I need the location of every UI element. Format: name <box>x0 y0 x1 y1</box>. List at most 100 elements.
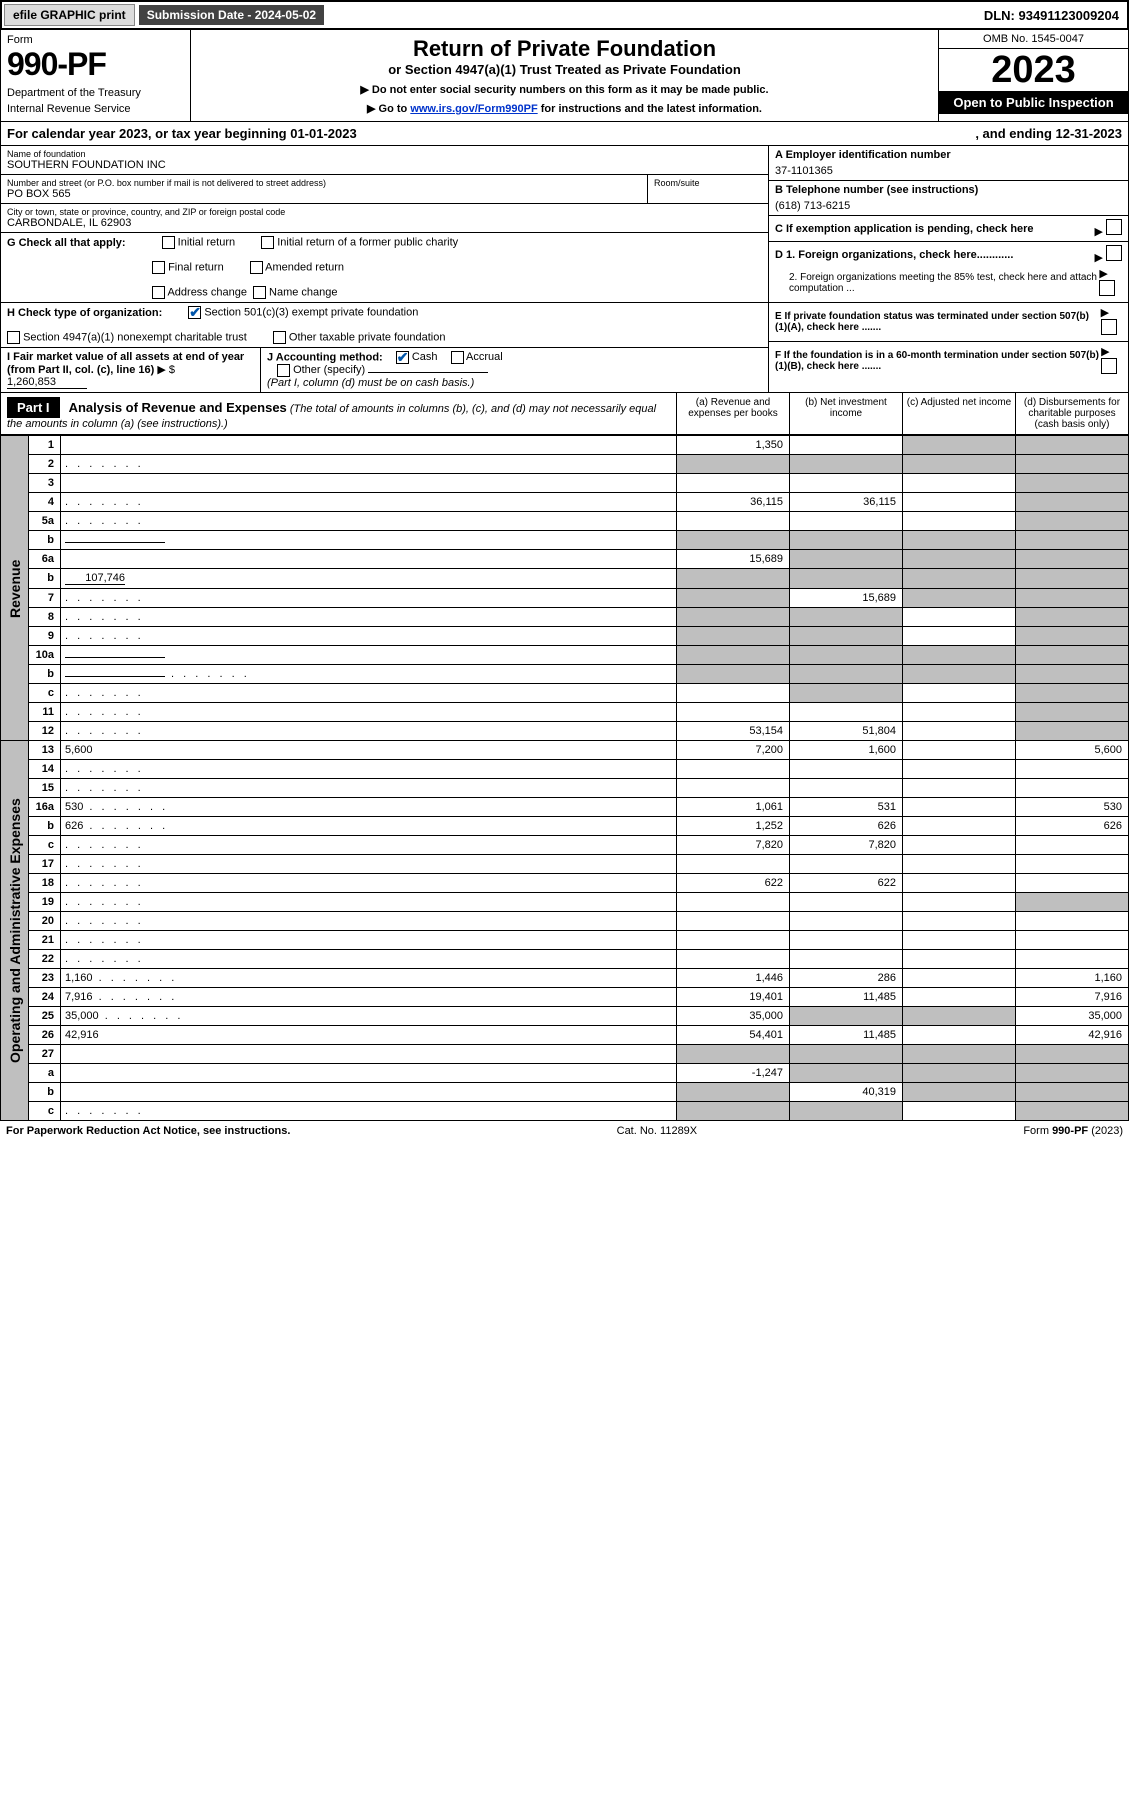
form-subtitle: or Section 4947(a)(1) Trust Treated as P… <box>201 62 928 77</box>
table-row: 27 <box>1 1045 1129 1064</box>
col-a-header: (a) Revenue and expenses per books <box>676 393 789 434</box>
cell-d <box>1016 531 1129 550</box>
efile-print-button[interactable]: efile GRAPHIC print <box>4 4 135 26</box>
cell-b <box>790 703 903 722</box>
cell-d <box>1016 931 1129 950</box>
cell-a: 622 <box>677 874 790 893</box>
cell-d <box>1016 1064 1129 1083</box>
cell-b <box>790 931 903 950</box>
fmv-value: 1,260,853 <box>7 376 87 389</box>
cell-c <box>903 665 1016 684</box>
cell-d: 1,160 <box>1016 969 1129 988</box>
cell-b: 626 <box>790 817 903 836</box>
row-desc: 42,916 <box>61 1026 677 1045</box>
cell-b <box>790 779 903 798</box>
initial-return-checkbox[interactable] <box>162 236 175 249</box>
d1-checkbox[interactable] <box>1106 245 1122 261</box>
row-desc <box>61 1083 677 1102</box>
cell-a: 1,350 <box>677 436 790 455</box>
row-number: 22 <box>29 950 61 969</box>
cell-a: 35,000 <box>677 1007 790 1026</box>
foundation-city: CARBONDALE, IL 62903 <box>7 217 762 229</box>
amended-return-checkbox[interactable] <box>250 261 263 274</box>
cell-b <box>790 855 903 874</box>
addr-label: Number and street (or P.O. box number if… <box>7 178 641 188</box>
address-change-checkbox[interactable] <box>152 286 165 299</box>
table-row: c . . . . . . . <box>1 684 1129 703</box>
final-return-checkbox[interactable] <box>152 261 165 274</box>
name-change-checkbox[interactable] <box>253 286 266 299</box>
cell-c <box>903 627 1016 646</box>
cell-b: 622 <box>790 874 903 893</box>
table-row: 19 . . . . . . . <box>1 893 1129 912</box>
accrual-checkbox[interactable] <box>451 351 464 364</box>
e-checkbox[interactable] <box>1101 319 1117 335</box>
4947-checkbox[interactable] <box>7 331 20 344</box>
page-footer: For Paperwork Reduction Act Notice, see … <box>0 1121 1129 1141</box>
cell-a <box>677 569 790 589</box>
submission-date: Submission Date - 2024-05-02 <box>139 5 324 25</box>
cell-a <box>677 703 790 722</box>
cell-c <box>903 988 1016 1007</box>
cell-d <box>1016 950 1129 969</box>
side-label: Operating and Administrative Expenses <box>1 741 29 1121</box>
table-row: 2535,000 . . . . . . .35,00035,000 <box>1 1007 1129 1026</box>
c-checkbox[interactable] <box>1106 219 1122 235</box>
cell-b: 11,485 <box>790 988 903 1007</box>
initial-former-checkbox[interactable] <box>261 236 274 249</box>
other-method-checkbox[interactable] <box>277 364 290 377</box>
row-desc: . . . . . . . <box>61 893 677 912</box>
cell-c <box>903 741 1016 760</box>
cash-checkbox[interactable] <box>396 351 409 364</box>
cell-a <box>677 760 790 779</box>
cell-a <box>677 627 790 646</box>
cell-b: 11,485 <box>790 1026 903 1045</box>
row-desc: . . . . . . . <box>61 703 677 722</box>
cell-d: 7,916 <box>1016 988 1129 1007</box>
cell-a <box>677 512 790 531</box>
cell-a: 53,154 <box>677 722 790 741</box>
d2-checkbox[interactable] <box>1099 280 1115 296</box>
row-number: 24 <box>29 988 61 1007</box>
cell-b <box>790 893 903 912</box>
cell-a <box>677 779 790 798</box>
table-row: 247,916 . . . . . . .19,40111,4857,916 <box>1 988 1129 1007</box>
cell-a: 7,200 <box>677 741 790 760</box>
row-desc: . . . . . . . <box>61 1102 677 1121</box>
g-label: G Check all that apply: <box>7 237 126 249</box>
omb-number: OMB No. 1545-0047 <box>939 30 1128 49</box>
cell-a: 36,115 <box>677 493 790 512</box>
row-number: 18 <box>29 874 61 893</box>
table-row: b40,319 <box>1 1083 1129 1102</box>
form-number: 990-PF <box>7 46 184 83</box>
row-number: c <box>29 684 61 703</box>
f-checkbox[interactable] <box>1101 358 1117 374</box>
cell-b <box>790 1045 903 1064</box>
d2-label: 2. Foreign organizations meeting the 85%… <box>775 272 1099 294</box>
table-row: c . . . . . . .7,8207,820 <box>1 836 1129 855</box>
cell-d <box>1016 1102 1129 1121</box>
row-number: 16a <box>29 798 61 817</box>
501c3-checkbox[interactable] <box>188 306 201 319</box>
cal-year-begin: For calendar year 2023, or tax year begi… <box>7 126 357 141</box>
cell-b <box>790 1007 903 1026</box>
cell-d <box>1016 569 1129 589</box>
cell-a <box>677 855 790 874</box>
row-number: 17 <box>29 855 61 874</box>
table-row: 9 . . . . . . . <box>1 627 1129 646</box>
cell-b <box>790 627 903 646</box>
c-label: C If exemption application is pending, c… <box>775 223 1034 235</box>
city-label: City or town, state or province, country… <box>7 207 762 217</box>
table-row: 14 . . . . . . . <box>1 760 1129 779</box>
h-check-row: H Check type of organization: Section 50… <box>1 303 768 348</box>
row-desc: . . . . . . . <box>61 950 677 969</box>
form-word: Form <box>7 34 184 46</box>
row-number: 10a <box>29 646 61 665</box>
cell-c <box>903 969 1016 988</box>
row-desc <box>61 646 677 665</box>
cell-c <box>903 931 1016 950</box>
cell-c <box>903 874 1016 893</box>
other-taxable-checkbox[interactable] <box>273 331 286 344</box>
irs-link[interactable]: www.irs.gov/Form990PF <box>410 103 537 115</box>
cell-a <box>677 1045 790 1064</box>
